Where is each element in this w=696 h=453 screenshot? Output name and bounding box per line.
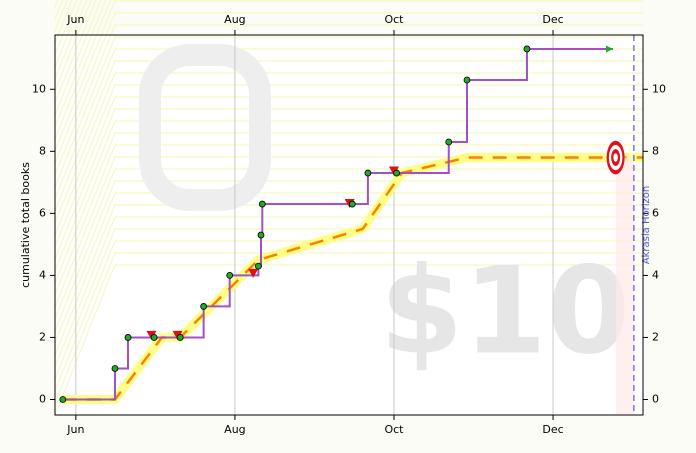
datapoint [200,303,208,310]
guide-line [54,180,643,332]
goal-target [613,153,618,162]
x-tick-label: Jun [66,423,84,436]
projection-arrow [606,45,614,53]
watermark: $10 [380,243,631,382]
guide-line [54,252,643,404]
step-line [466,48,528,81]
guide-line [54,192,643,344]
y-tick-label: 6 [652,206,659,219]
y-tick-label: 2 [652,330,659,343]
y-tick-label: 0 [39,392,46,405]
datapoint [445,138,453,146]
y-tick-label: 2 [39,330,46,343]
datapoint [257,231,265,239]
background [54,0,643,416]
guide-line [54,12,643,164]
datapoint [523,45,531,53]
plot-frame [54,34,644,416]
smiley-watermark [139,44,271,211]
guide-line [54,228,643,380]
datapoint [124,334,132,341]
datapoint [254,262,262,270]
step-line [62,368,116,401]
datapoint [393,169,400,177]
guide-line [54,0,643,152]
y-tick-label: 10 [32,82,46,95]
x-tick-label: Oct [384,13,404,26]
derail-marker [248,268,259,278]
x-tick-label: Dec [542,423,563,436]
horizon-band [615,157,634,415]
guide-line [54,0,102,116]
x-tick-label: Dec [542,13,563,26]
guide-line [54,168,643,320]
datapoint [226,272,234,279]
guide-line [54,204,643,356]
guide-line [54,144,643,296]
guide-line [54,24,643,176]
y-tick-label: 0 [652,392,659,405]
step-line [203,275,231,308]
guide-line [54,0,111,140]
y-tick-label: 10 [652,82,666,95]
datapoint [463,76,471,84]
datapoint [176,334,184,341]
guide-line [54,0,97,104]
guide-line [54,48,643,200]
x-tick-label: Oct [384,423,404,436]
guide-line [54,72,643,224]
guide-line [54,0,78,56]
datapoint [364,169,372,177]
guide-line [54,0,92,92]
x-tick-label: Aug [224,423,245,436]
guide-line [54,0,87,80]
datapoint [258,200,266,208]
y-tick-label: 8 [39,144,46,157]
horizon-label: Akrasia Horizon [641,186,652,264]
guide-line [54,60,643,212]
guide-line [54,0,83,68]
y-axis-label: cumulative total books [19,162,32,288]
datapoint [150,334,158,341]
y-tick-label: 8 [652,144,659,157]
y-tick-label: 6 [39,206,46,219]
y-tick-label: 4 [39,268,46,281]
step-line [352,173,369,206]
guide-line [54,0,107,128]
step-line [114,337,130,370]
step-line [448,79,468,144]
datapoint [59,396,67,403]
datapoint [111,365,119,372]
step-line [396,142,450,175]
step-line [180,306,205,339]
guide-line [54,240,643,392]
road-centerline [62,156,643,401]
x-tick-label: Aug [224,13,245,26]
guide-line [54,216,643,368]
guide-line [54,264,643,416]
x-tick-label: Jun [66,13,84,26]
datapoint [348,200,356,208]
guide-line [54,36,643,188]
y-tick-label: 4 [652,268,659,281]
